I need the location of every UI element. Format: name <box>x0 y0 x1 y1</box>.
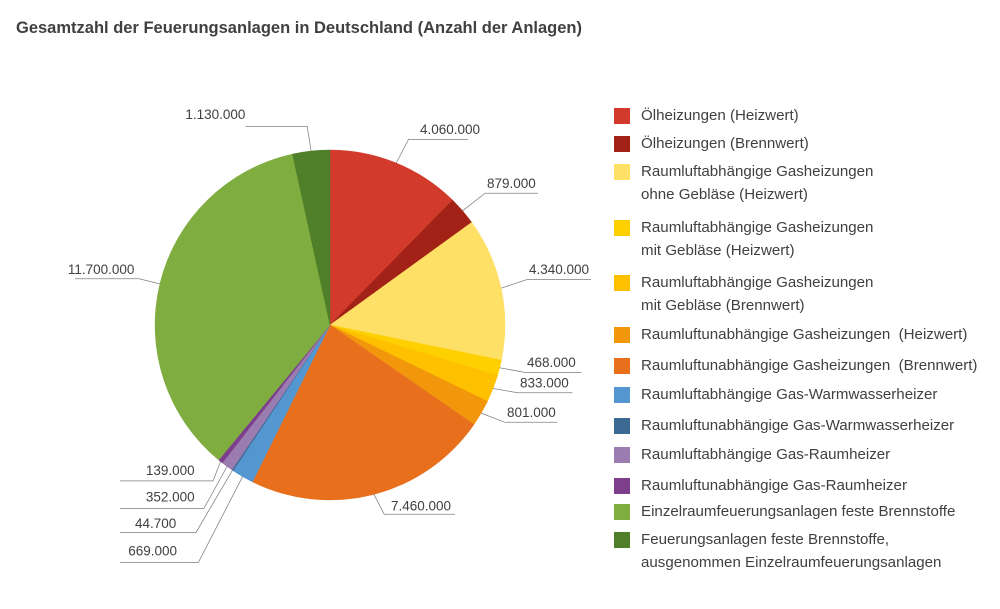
svg-text:Raumluftabhängige Gas-Warmwass: Raumluftabhängige Gas-Warmwasserheizer <box>641 386 937 403</box>
svg-text:Raumluftunabhängige Gas-Warmwa: Raumluftunabhängige Gas-Warmwasserheizer <box>641 417 954 434</box>
svg-text:4.060.000: 4.060.000 <box>420 122 480 137</box>
svg-text:Raumluftabhängige Gasheizungen: Raumluftabhängige Gasheizungen <box>641 219 873 236</box>
svg-text:Raumluftabhängige Gasheizungen: Raumluftabhängige Gasheizungen <box>641 163 873 180</box>
svg-text:1.130.000: 1.130.000 <box>185 107 245 122</box>
svg-text:139.000: 139.000 <box>146 463 195 478</box>
svg-text:mit Gebläse (Heizwert): mit Gebläse (Heizwert) <box>641 242 795 259</box>
svg-text:801.000: 801.000 <box>507 405 556 420</box>
svg-text:Raumluftunabhängige Gas-Raumhe: Raumluftunabhängige Gas-Raumheizer <box>641 477 907 494</box>
svg-text:Raumluftabhängige Gas-Raumheiz: Raumluftabhängige Gas-Raumheizer <box>641 446 890 463</box>
svg-text:352.000: 352.000 <box>146 490 195 505</box>
svg-text:Feuerungsanlagen feste Brennst: Feuerungsanlagen feste Brennstoffe, <box>641 531 889 548</box>
svg-text:669.000: 669.000 <box>128 544 177 559</box>
svg-text:4.340.000: 4.340.000 <box>529 262 589 277</box>
svg-text:ohne Gebläse (Heizwert): ohne Gebläse (Heizwert) <box>641 186 808 203</box>
svg-text:Ölheizungen (Heizwert): Ölheizungen (Heizwert) <box>641 106 799 124</box>
svg-text:833.000: 833.000 <box>520 375 569 390</box>
svg-text:879.000: 879.000 <box>487 176 536 191</box>
svg-text:Raumluftabhängige Gasheizungen: Raumluftabhängige Gasheizungen <box>641 274 873 291</box>
svg-text:468.000: 468.000 <box>527 355 576 370</box>
svg-text:Raumluftunabhängige Gasheizung: Raumluftunabhängige Gasheizungen (Heizwe… <box>641 326 967 343</box>
svg-text:7.460.000: 7.460.000 <box>391 499 451 514</box>
svg-text:mit Gebläse (Brennwert): mit Gebläse (Brennwert) <box>641 297 805 314</box>
svg-text:ausgenommen Einzelraumfeuerung: ausgenommen Einzelraumfeuerungsanlagen <box>641 554 941 571</box>
svg-text:11.700.000: 11.700.000 <box>68 262 135 277</box>
svg-text:Raumluftunabhängige Gasheizung: Raumluftunabhängige Gasheizungen (Brennw… <box>641 357 977 374</box>
svg-text:Einzelraumfeuerungsanlagen fes: Einzelraumfeuerungsanlagen feste Brennst… <box>641 503 955 520</box>
svg-text:Ölheizungen (Brennwert): Ölheizungen (Brennwert) <box>641 134 809 152</box>
svg-text:44.700: 44.700 <box>135 516 176 531</box>
